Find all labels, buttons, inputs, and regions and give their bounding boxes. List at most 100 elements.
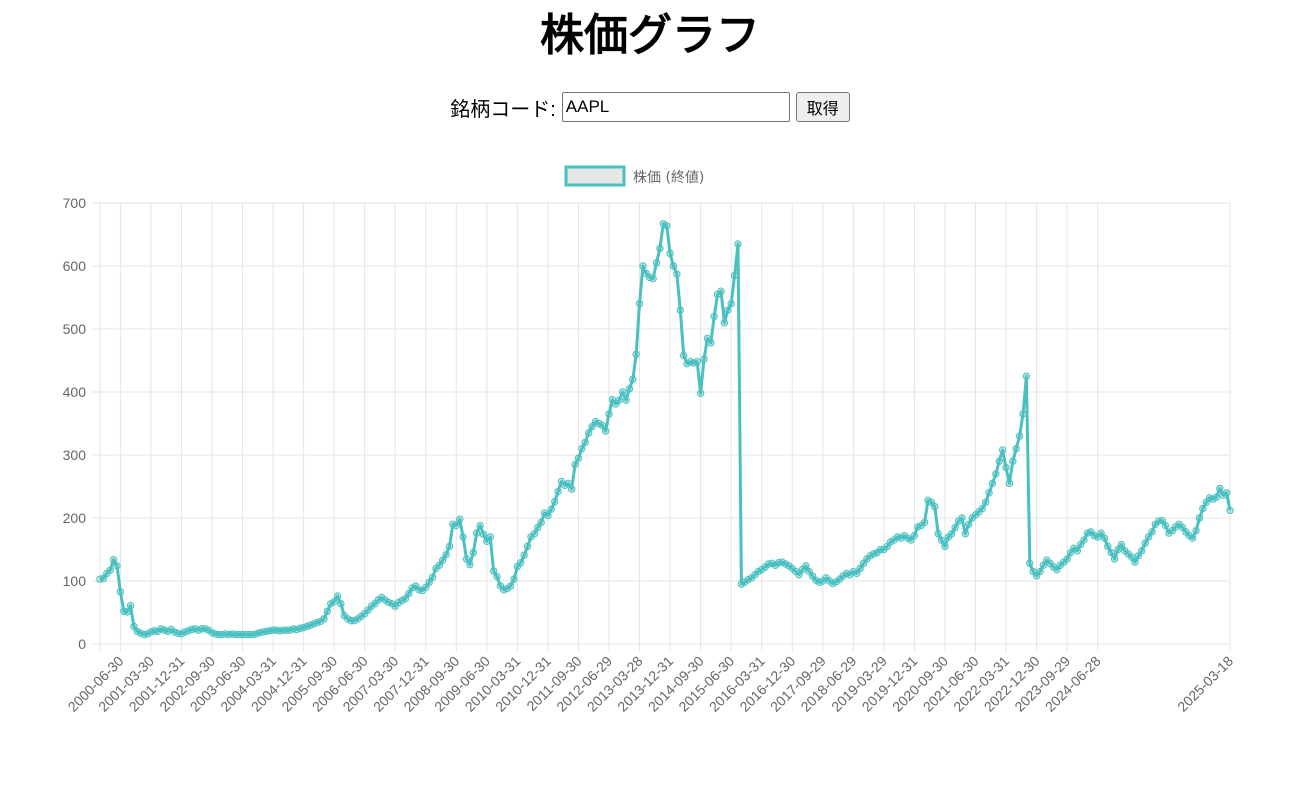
- data-point[interactable]: [795, 571, 803, 579]
- data-point[interactable]: [700, 355, 708, 363]
- data-point[interactable]: [116, 588, 125, 596]
- data-point[interactable]: [662, 221, 671, 230]
- data-point[interactable]: [995, 457, 1003, 465]
- data-point[interactable]: [958, 514, 966, 522]
- data-point[interactable]: [571, 460, 579, 469]
- data-point[interactable]: [1100, 534, 1109, 542]
- data-point[interactable]: [493, 572, 501, 581]
- data-point[interactable]: [489, 567, 498, 575]
- data-point[interactable]: [605, 410, 613, 418]
- data-point[interactable]: [581, 438, 589, 447]
- data-point[interactable]: [1212, 493, 1221, 501]
- data-point[interactable]: [1127, 553, 1136, 561]
- data-point[interactable]: [1073, 547, 1081, 555]
- data-point[interactable]: [601, 427, 610, 435]
- data-point[interactable]: [1195, 514, 1204, 522]
- data-point[interactable]: [985, 489, 993, 497]
- data-point[interactable]: [1192, 526, 1200, 535]
- data-point[interactable]: [113, 562, 121, 570]
- data-point[interactable]: [588, 422, 596, 431]
- data-point[interactable]: [445, 542, 454, 551]
- data-point[interactable]: [724, 306, 732, 314]
- data-point[interactable]: [584, 429, 593, 437]
- data-point[interactable]: [530, 530, 539, 538]
- data-point[interactable]: [1138, 547, 1146, 555]
- data-point[interactable]: [961, 530, 970, 538]
- data-point[interactable]: [673, 270, 681, 278]
- data-point[interactable]: [1097, 529, 1105, 537]
- data-point[interactable]: [422, 583, 430, 591]
- data-point[interactable]: [910, 531, 919, 540]
- data-point[interactable]: [635, 300, 644, 308]
- data-point[interactable]: [679, 351, 688, 360]
- data-point[interactable]: [106, 566, 114, 574]
- data-point[interactable]: [1134, 552, 1143, 560]
- data-point[interactable]: [520, 551, 528, 559]
- data-point[interactable]: [853, 569, 861, 578]
- data-point[interactable]: [632, 350, 640, 358]
- data-point[interactable]: [439, 556, 447, 564]
- data-point[interactable]: [1222, 489, 1231, 497]
- data-point[interactable]: [130, 622, 138, 631]
- data-point[interactable]: [517, 559, 525, 567]
- data-point[interactable]: [320, 615, 328, 623]
- data-point[interactable]: [452, 521, 461, 530]
- data-point[interactable]: [1022, 372, 1031, 380]
- data-point[interactable]: [479, 530, 488, 539]
- data-point[interactable]: [1131, 558, 1139, 566]
- data-point[interactable]: [618, 388, 627, 396]
- data-point[interactable]: [523, 542, 532, 551]
- data-point[interactable]: [625, 385, 634, 393]
- data-point[interactable]: [717, 287, 725, 295]
- data-point[interactable]: [323, 607, 332, 615]
- data-point[interactable]: [1226, 506, 1234, 515]
- data-point[interactable]: [466, 560, 474, 569]
- data-point[interactable]: [442, 550, 450, 559]
- data-point[interactable]: [551, 497, 559, 506]
- data-point[interactable]: [988, 479, 997, 488]
- data-point[interactable]: [669, 262, 678, 270]
- data-point[interactable]: [126, 601, 135, 610]
- data-point[interactable]: [425, 578, 433, 586]
- data-point[interactable]: [428, 573, 437, 581]
- data-point[interactable]: [992, 470, 1000, 478]
- data-point[interactable]: [506, 582, 515, 590]
- data-point[interactable]: [401, 594, 410, 603]
- data-point[interactable]: [710, 312, 718, 321]
- data-point[interactable]: [476, 521, 484, 530]
- data-point[interactable]: [472, 529, 481, 537]
- data-point[interactable]: [405, 589, 413, 598]
- data-point[interactable]: [1019, 410, 1027, 418]
- data-point[interactable]: [1144, 533, 1153, 541]
- data-point[interactable]: [1036, 567, 1044, 576]
- data-point[interactable]: [998, 446, 1007, 454]
- data-point[interactable]: [802, 562, 810, 570]
- data-point[interactable]: [1188, 534, 1197, 542]
- data-point[interactable]: [1148, 528, 1156, 536]
- data-point[interactable]: [1039, 561, 1048, 569]
- data-point[interactable]: [1002, 463, 1010, 472]
- data-point[interactable]: [951, 523, 959, 532]
- data-point[interactable]: [1199, 504, 1207, 513]
- data-point[interactable]: [123, 608, 131, 616]
- data-point[interactable]: [1161, 521, 1170, 530]
- data-point[interactable]: [649, 274, 657, 283]
- data-point[interactable]: [1110, 555, 1119, 563]
- data-point[interactable]: [1009, 457, 1017, 465]
- data-point[interactable]: [574, 454, 583, 462]
- data-point[interactable]: [1012, 445, 1020, 453]
- data-point[interactable]: [656, 244, 664, 253]
- data-point[interactable]: [1141, 539, 1149, 547]
- data-point[interactable]: [948, 530, 956, 538]
- data-point[interactable]: [99, 574, 108, 583]
- data-point[interactable]: [1114, 545, 1122, 554]
- data-point[interactable]: [920, 518, 929, 527]
- data-point[interactable]: [941, 542, 949, 551]
- chart-legend[interactable]: 株価 (終値): [564, 165, 704, 187]
- data-point[interactable]: [337, 599, 345, 608]
- data-point[interactable]: [937, 536, 946, 544]
- data-point[interactable]: [1015, 432, 1024, 440]
- data-point[interactable]: [720, 319, 729, 327]
- data-point[interactable]: [564, 479, 572, 488]
- data-point[interactable]: [598, 421, 606, 430]
